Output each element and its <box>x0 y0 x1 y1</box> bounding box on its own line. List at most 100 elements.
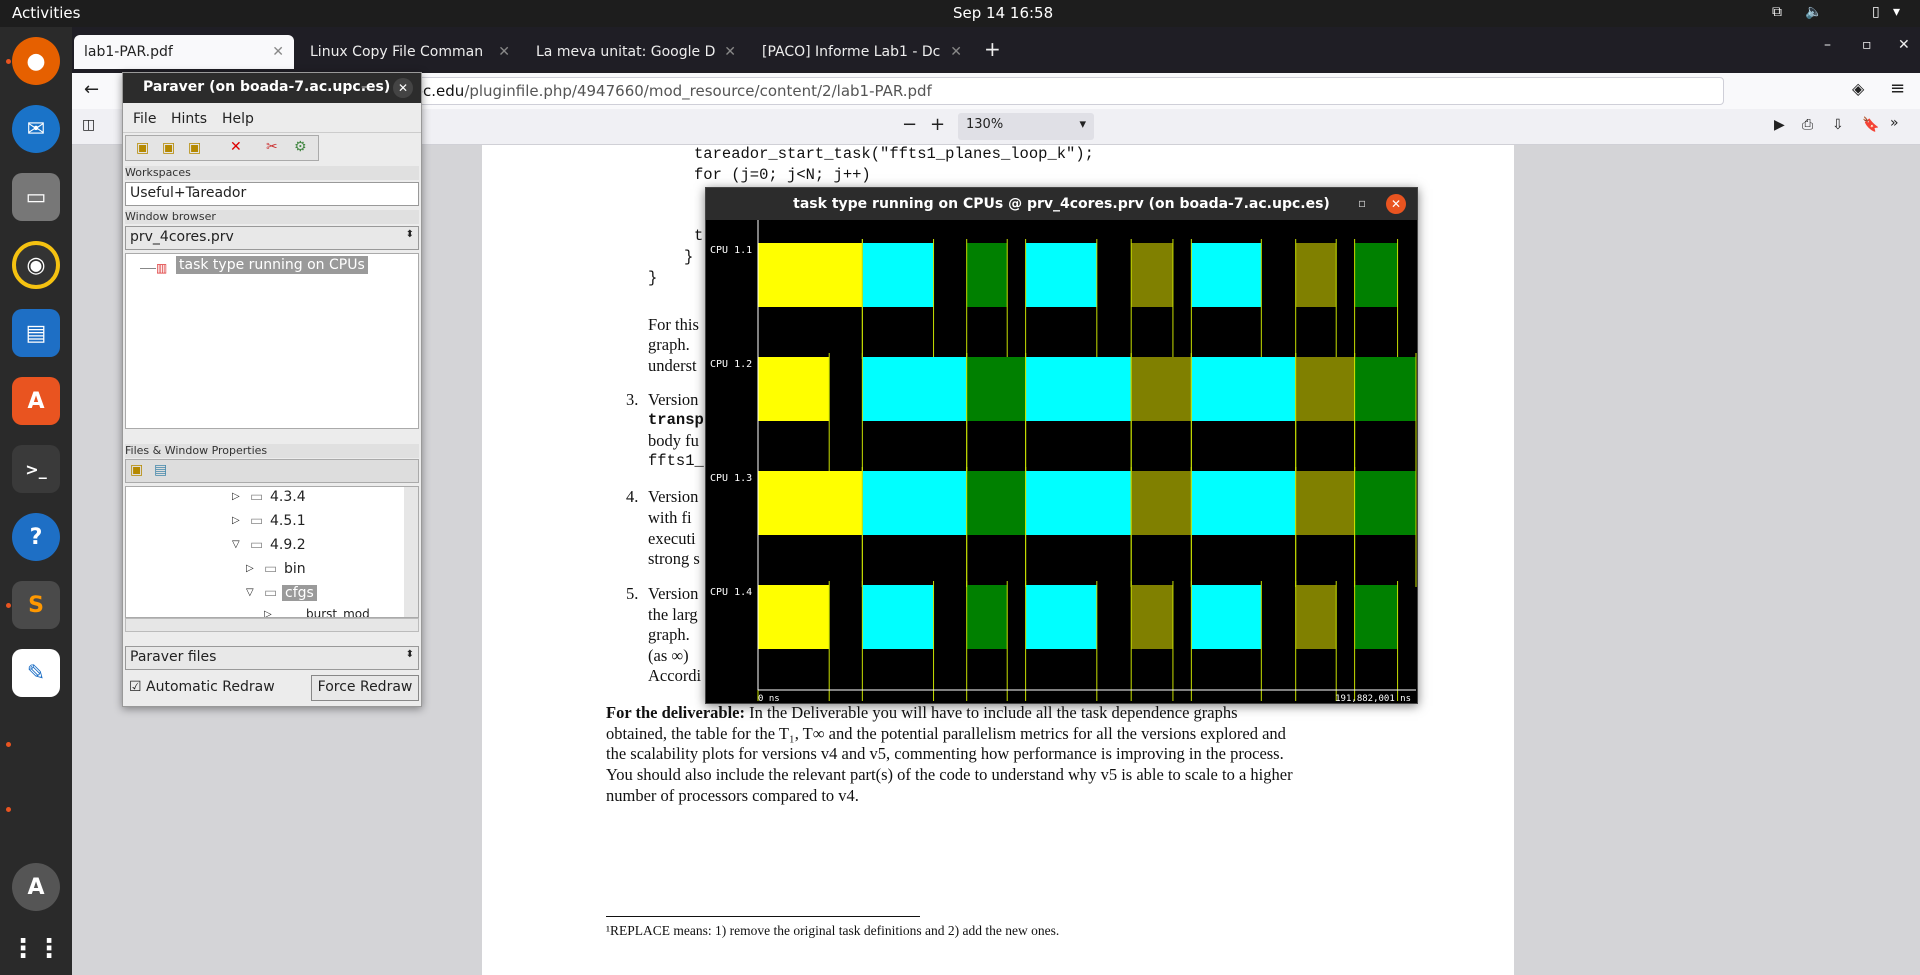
task-burst[interactable] <box>1354 243 1398 307</box>
task-burst[interactable] <box>1025 357 1132 421</box>
writer-icon[interactable]: ▤ <box>12 309 60 357</box>
maximize-button[interactable]: ▫ <box>1862 37 1872 53</box>
terminal-icon[interactable]: >_ <box>12 445 60 493</box>
task-burst[interactable] <box>862 471 967 535</box>
force-redraw-button[interactable]: Force Redraw <box>311 675 419 701</box>
folder-label[interactable]: 4.9.2 <box>270 537 306 553</box>
files-icon[interactable]: ▭ <box>12 173 60 221</box>
zoom-select[interactable]: 130% ▾ <box>958 113 1094 140</box>
delete-icon[interactable]: ✕ <box>230 139 242 155</box>
task-burst[interactable] <box>758 243 863 307</box>
zoom-in-button[interactable]: + <box>930 114 946 135</box>
task-burst[interactable] <box>1131 243 1173 307</box>
files-filter-select[interactable]: Paraver files ⬍ <box>125 646 419 670</box>
task-burst[interactable] <box>1191 585 1262 649</box>
menu-help[interactable]: Help <box>222 111 254 127</box>
task-burst[interactable] <box>966 585 1008 649</box>
task-burst[interactable] <box>862 585 934 649</box>
task-burst[interactable] <box>1131 357 1192 421</box>
vertical-scrollbar[interactable] <box>404 487 418 617</box>
task-burst[interactable] <box>1191 471 1296 535</box>
task-burst[interactable] <box>1025 585 1097 649</box>
sidebar-toggle-icon[interactable]: ◫ <box>82 117 96 133</box>
battery-icon[interactable]: ▯ <box>1872 4 1880 20</box>
task-burst[interactable] <box>1295 471 1355 535</box>
task-burst[interactable] <box>1354 585 1398 649</box>
settings-icon[interactable]: ⚙ <box>294 139 307 155</box>
close-window-button[interactable]: ✕ <box>1386 194 1406 214</box>
text-editor-icon[interactable]: ✎ <box>12 649 60 697</box>
tab-linux-copy[interactable]: Linux Copy File Comman ✕ <box>300 35 520 69</box>
task-burst[interactable] <box>966 471 1026 535</box>
network-icon[interactable]: ⧉ <box>1772 4 1782 20</box>
help-icon[interactable]: ? <box>12 513 60 561</box>
task-burst[interactable] <box>1191 243 1262 307</box>
minimize-button[interactable]: – <box>1824 37 1831 53</box>
folder-label[interactable]: 4.3.4 <box>270 489 306 505</box>
close-icon[interactable]: ✕ <box>272 44 284 60</box>
save-icon[interactable]: ⇩ <box>1832 117 1844 133</box>
open-trace-icon[interactable]: ▣ <box>136 140 150 156</box>
task-burst[interactable] <box>1295 243 1337 307</box>
tree-item-task-type[interactable]: task type running on CPUs <box>176 256 368 274</box>
tools-icon[interactable]: » <box>1890 115 1899 131</box>
task-burst[interactable] <box>1295 357 1355 421</box>
close-icon[interactable]: ✕ <box>498 44 510 60</box>
folder-label[interactable]: bin <box>284 561 306 577</box>
new-window-icon[interactable]: ▣ <box>162 140 176 156</box>
folder-label[interactable]: burst_mod <box>306 607 370 618</box>
presentation-icon[interactable]: ▶ <box>1774 117 1785 133</box>
print-icon[interactable]: ⎙ <box>1802 117 1814 133</box>
sublime-icon[interactable]: S <box>12 581 60 629</box>
minimize-button[interactable]: – <box>361 79 368 95</box>
menu-icon[interactable]: ≡ <box>1890 78 1906 99</box>
expand-icon[interactable]: ▷ <box>232 515 240 526</box>
tab-google-drive[interactable]: La meva unitat: Google D ✕ <box>526 35 746 69</box>
activities-button[interactable]: Activities <box>12 4 81 22</box>
close-icon[interactable]: ✕ <box>724 44 736 60</box>
maximize-button[interactable]: ▫ <box>1358 196 1367 210</box>
horizontal-scrollbar[interactable] <box>125 618 419 632</box>
task-burst[interactable] <box>862 357 967 421</box>
volume-icon[interactable]: 🔈 <box>1805 4 1823 20</box>
files-tab-icon[interactable]: ▣ <box>130 462 144 478</box>
folder-label[interactable]: 4.5.1 <box>270 513 306 529</box>
collapse-icon[interactable]: ▽ <box>246 587 254 598</box>
firefox-icon[interactable]: ● <box>12 37 60 85</box>
close-icon[interactable]: ✕ <box>950 44 962 60</box>
task-burst[interactable] <box>758 585 830 649</box>
task-burst[interactable] <box>1131 471 1192 535</box>
pocket-icon[interactable]: ◈ <box>1852 79 1865 98</box>
expand-icon[interactable]: ▷ <box>264 609 272 618</box>
task-burst[interactable] <box>966 357 1026 421</box>
thunderbird-icon[interactable]: ✉ <box>12 105 60 153</box>
tab-lab1-pdf[interactable]: lab1-PAR.pdf ✕ <box>74 35 294 69</box>
updater-icon[interactable]: A <box>12 863 60 911</box>
bookmark-icon[interactable]: 🔖 <box>1862 117 1880 133</box>
expand-icon[interactable]: ▷ <box>232 491 240 502</box>
trace-select[interactable]: prv_4cores.prv ⬍ <box>125 226 419 250</box>
collapse-icon[interactable]: ▽ <box>232 539 240 550</box>
url-bar[interactable]: atenea.upc.edu/pluginfile.php/4947660/mo… <box>340 77 1724 105</box>
back-icon[interactable]: ← <box>84 79 100 100</box>
menu-hints[interactable]: Hints <box>171 111 208 127</box>
task-burst[interactable] <box>862 243 934 307</box>
folder-label-selected[interactable]: cfgs <box>282 585 317 601</box>
timeline-canvas[interactable]: CPU 1.1 CPU 1.2 CPU 1.3 CPU 1.4 0 ns 191… <box>706 220 1417 704</box>
expand-icon[interactable]: ▷ <box>246 563 254 574</box>
new-tab-button[interactable]: + <box>984 37 1001 61</box>
close-window-button[interactable]: ✕ <box>1898 37 1910 53</box>
workspace-field[interactable]: Useful+Tareador <box>125 182 419 206</box>
task-burst[interactable] <box>758 471 863 535</box>
task-burst[interactable] <box>1295 585 1337 649</box>
task-burst[interactable] <box>1354 357 1416 421</box>
task-burst[interactable] <box>1131 585 1173 649</box>
auto-redraw-checkbox[interactable]: ☑ Automatic Redraw <box>129 679 275 695</box>
zoom-out-button[interactable]: − <box>902 114 918 135</box>
task-burst[interactable] <box>1025 243 1097 307</box>
software-center-icon[interactable]: A <box>12 377 60 425</box>
properties-tab-icon[interactable]: ▤ <box>154 462 168 478</box>
chevron-down-icon[interactable]: ▾ <box>1893 4 1901 20</box>
task-burst[interactable] <box>966 243 1008 307</box>
cut-icon[interactable]: ✂ <box>266 139 278 155</box>
